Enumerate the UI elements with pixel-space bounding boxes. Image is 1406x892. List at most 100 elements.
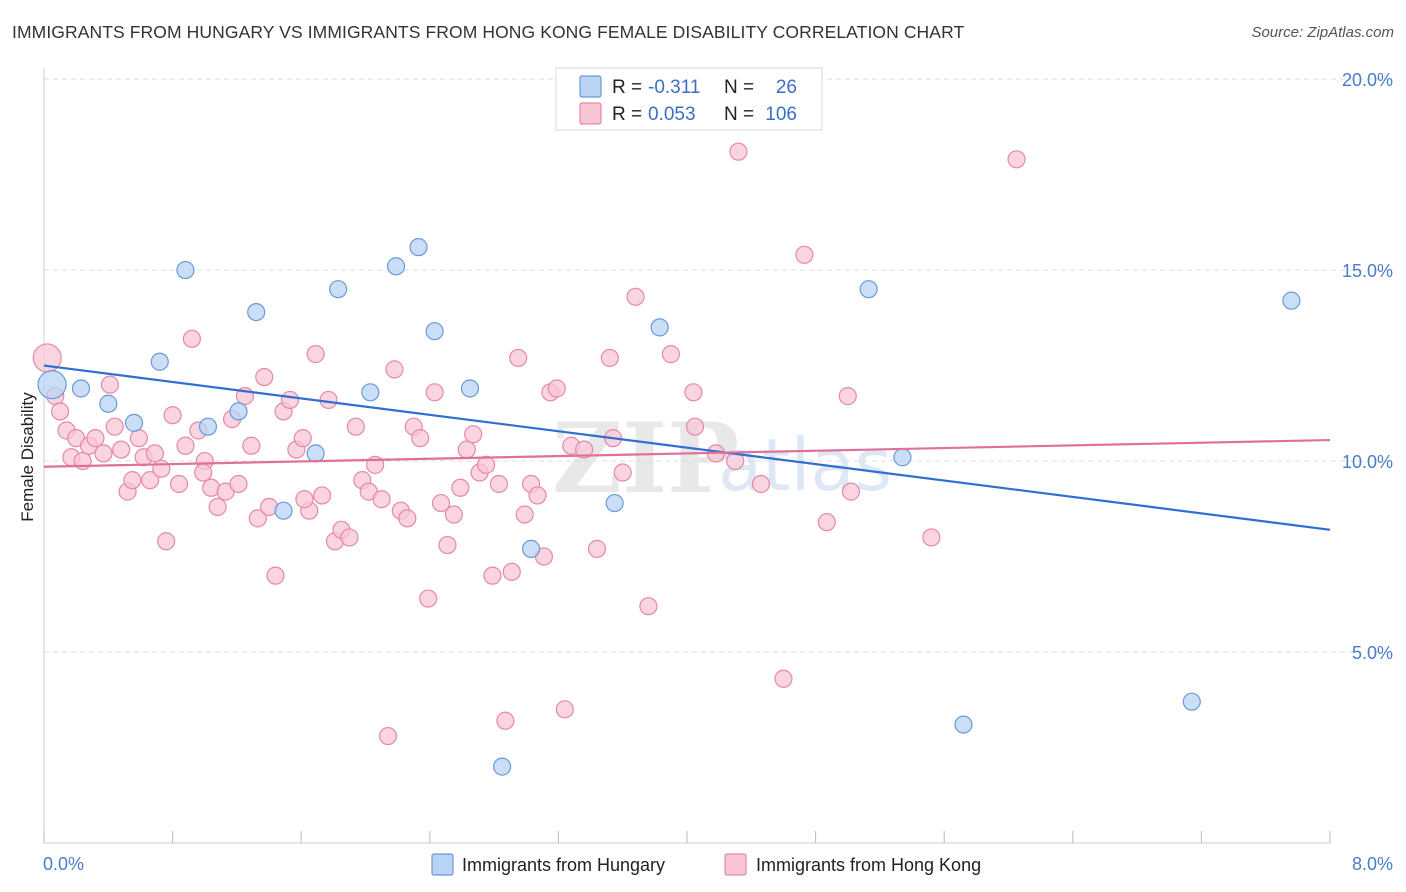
point-hongkong xyxy=(817,513,836,532)
point-hongkong xyxy=(129,429,148,448)
point-hongkong xyxy=(152,459,171,478)
point-hongkong xyxy=(112,440,131,459)
point-hongkong xyxy=(295,490,314,509)
point-hungary xyxy=(893,448,912,467)
legend-swatch-hungary xyxy=(579,75,602,98)
point-hongkong xyxy=(378,726,398,746)
point-hongkong xyxy=(194,463,213,482)
point-hongkong xyxy=(795,245,814,264)
bottom-legend-swatch-hungary xyxy=(431,853,454,876)
point-hungary xyxy=(1282,291,1301,310)
point-hongkong xyxy=(306,345,325,364)
point-hongkong xyxy=(229,474,248,494)
point-hongkong xyxy=(145,444,165,463)
point-hongkong xyxy=(451,478,470,497)
point-hungary xyxy=(124,413,144,432)
point-hongkong xyxy=(496,711,515,730)
legend-box: R = -0.311 N = 26 R = 0.053 N = 106 xyxy=(555,67,823,131)
point-hongkong xyxy=(489,474,509,494)
point-hungary xyxy=(229,402,248,421)
point-hongkong xyxy=(457,440,476,459)
point-hongkong xyxy=(385,360,404,379)
legend-r-value-2: 0.053 xyxy=(648,104,696,125)
y-tick-label: 20.0% xyxy=(1342,70,1393,90)
point-hongkong xyxy=(163,406,182,425)
point-hongkong xyxy=(575,440,594,459)
y-tick-label: 15.0% xyxy=(1342,261,1393,281)
point-hungary xyxy=(521,539,541,558)
point-hongkong xyxy=(922,528,941,547)
point-hungary xyxy=(1182,692,1201,711)
x-tick-label-max: 8.0% xyxy=(1352,854,1393,874)
point-hungary xyxy=(650,318,669,337)
point-hongkong xyxy=(425,383,444,402)
y-tick-labels: 5.0% 10.0% 15.0% 20.0% xyxy=(1342,70,1393,663)
y-tick-label: 10.0% xyxy=(1342,452,1393,472)
point-hongkong xyxy=(547,379,566,398)
point-hongkong xyxy=(483,566,502,585)
point-hungary xyxy=(859,280,878,299)
point-hongkong xyxy=(444,505,464,524)
point-hongkong xyxy=(838,387,857,406)
point-hongkong xyxy=(729,142,748,161)
point-hongkong xyxy=(515,505,534,524)
point-hongkong xyxy=(841,482,861,501)
point-hongkong xyxy=(398,509,417,528)
bottom-legend-swatch-hongkong xyxy=(724,853,747,876)
point-hongkong xyxy=(242,436,261,455)
point-hungary xyxy=(605,493,624,513)
point-hongkong xyxy=(169,474,189,494)
point-hongkong xyxy=(661,345,681,364)
point-hungary xyxy=(150,352,169,371)
point-hongkong xyxy=(340,528,359,547)
point-hongkong xyxy=(502,562,521,581)
point-hongkong xyxy=(208,497,227,516)
point-hongkong xyxy=(255,367,274,387)
point-hongkong xyxy=(613,463,632,482)
point-hungary xyxy=(306,444,325,463)
point-hongkong xyxy=(464,425,483,444)
legend-n-value-2: 106 xyxy=(765,104,797,125)
point-hungary xyxy=(247,302,266,322)
point-hongkong xyxy=(528,486,547,505)
point-hungary xyxy=(386,257,406,276)
point-hongkong xyxy=(411,429,430,448)
point-hungary xyxy=(954,715,973,734)
point-hongkong xyxy=(280,390,300,410)
point-hongkong xyxy=(600,348,619,368)
trend-line-hongkong xyxy=(43,438,1331,468)
legend-r-label-1: R = xyxy=(612,77,642,98)
point-hongkong xyxy=(182,329,201,348)
trend-lines xyxy=(43,364,1331,531)
y-tick-label: 5.0% xyxy=(1352,643,1393,663)
point-hungary xyxy=(176,260,195,280)
point-hungary xyxy=(425,322,444,341)
legend-n-label-1: N = xyxy=(724,77,754,98)
x-tick-label-min: 0.0% xyxy=(43,854,84,874)
point-hongkong xyxy=(100,375,120,394)
point-hongkong xyxy=(751,474,771,494)
point-hongkong xyxy=(248,509,267,528)
point-hungary xyxy=(409,238,428,257)
point-hongkong xyxy=(684,383,703,402)
point-hongkong xyxy=(157,532,176,551)
chart-title: IMMIGRANTS FROM HUNGARY VS IMMIGRANTS FR… xyxy=(12,22,965,42)
point-hongkong xyxy=(346,417,365,436)
point-hongkong xyxy=(431,493,451,513)
bottom-legend-label-hongkong: Immigrants from Hong Kong xyxy=(756,855,981,875)
point-hongkong xyxy=(509,348,528,368)
point-hongkong xyxy=(140,471,160,490)
legend-n-value-1: 26 xyxy=(776,77,797,98)
legend-r-value-1: -0.311 xyxy=(648,77,700,98)
x-tick-marks xyxy=(43,831,1331,843)
point-hongkong xyxy=(419,589,438,608)
point-hungary xyxy=(274,501,293,520)
point-hongkong xyxy=(94,444,113,463)
point-hongkong xyxy=(685,417,705,436)
point-hongkong xyxy=(123,471,142,490)
point-hongkong xyxy=(86,429,105,448)
point-hungary xyxy=(460,379,480,398)
y-axis-label: Female Disability xyxy=(18,392,37,522)
point-hungary xyxy=(71,379,91,398)
